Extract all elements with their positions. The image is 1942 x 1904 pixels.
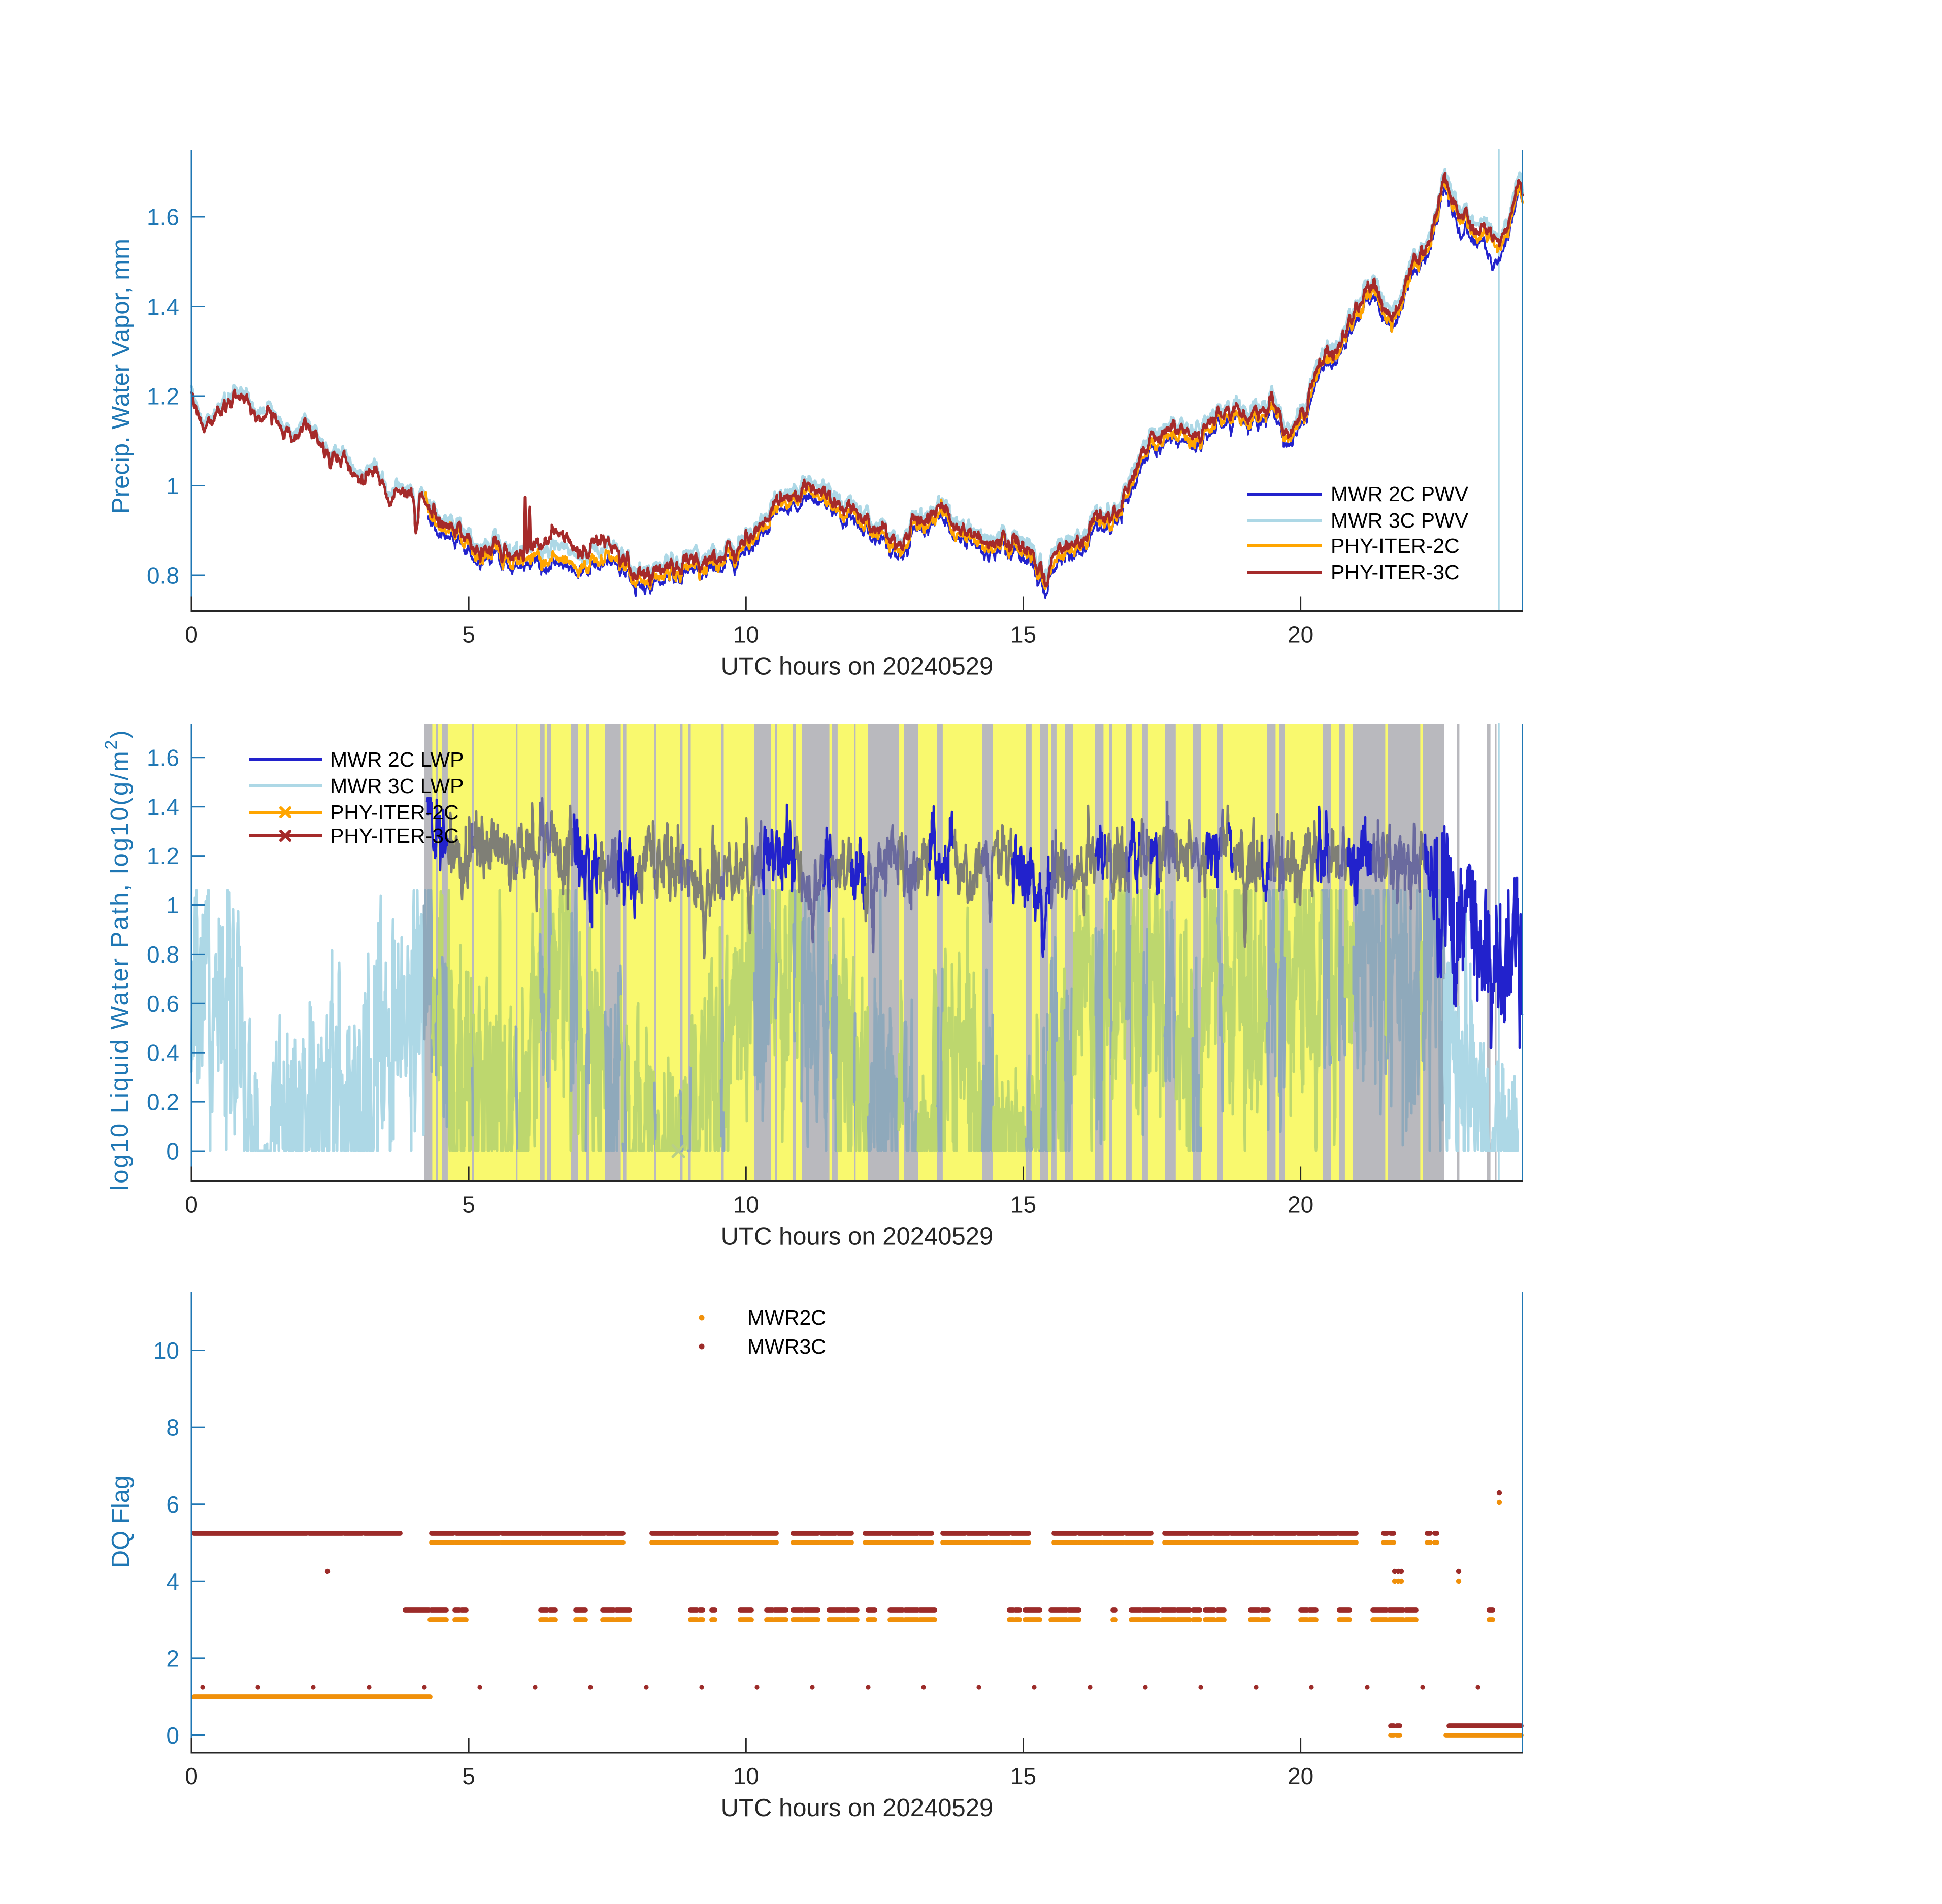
svg-text:UTC hours on 20240529: UTC hours on 20240529	[721, 1794, 994, 1822]
svg-text:5: 5	[462, 621, 475, 648]
svg-text:MWR 2C LWP: MWR 2C LWP	[330, 748, 464, 771]
svg-text:15: 15	[1010, 1192, 1036, 1218]
svg-text:10: 10	[733, 1192, 759, 1218]
svg-text:0: 0	[185, 1192, 198, 1218]
svg-text:UTC hours on 20240529: UTC hours on 20240529	[721, 1223, 994, 1251]
svg-text:10: 10	[733, 621, 759, 648]
svg-text:20: 20	[1288, 1192, 1313, 1218]
svg-text:10: 10	[733, 1763, 759, 1789]
svg-text:4: 4	[166, 1568, 179, 1595]
svg-text:0.8: 0.8	[147, 563, 179, 589]
svg-text:UTC hours on 20240529: UTC hours on 20240529	[721, 653, 994, 680]
svg-text:8: 8	[166, 1415, 179, 1441]
svg-text:1.4: 1.4	[147, 293, 179, 320]
svg-text:PHY-ITER-2C: PHY-ITER-2C	[330, 801, 459, 824]
svg-text:0.2: 0.2	[147, 1089, 179, 1115]
svg-text:10: 10	[153, 1337, 179, 1364]
svg-text:0: 0	[185, 621, 198, 648]
svg-text:MWR3C: MWR3C	[747, 1335, 826, 1358]
svg-text:PHY-ITER-3C: PHY-ITER-3C	[1331, 561, 1460, 584]
svg-text:Precip. Water Vapor, mm: Precip. Water Vapor, mm	[107, 239, 135, 514]
svg-text:15: 15	[1010, 1763, 1036, 1789]
svg-text:20: 20	[1288, 1763, 1313, 1789]
svg-text:1.2: 1.2	[147, 383, 179, 410]
svg-text:1.6: 1.6	[147, 744, 179, 771]
svg-text:0.6: 0.6	[147, 991, 179, 1017]
svg-text:MWR2C: MWR2C	[747, 1306, 826, 1329]
svg-text:PHY-ITER-3C: PHY-ITER-3C	[330, 824, 459, 847]
svg-text:0: 0	[185, 1763, 198, 1789]
svg-text:1: 1	[166, 892, 179, 918]
svg-text:20: 20	[1288, 621, 1313, 648]
svg-text:15: 15	[1010, 621, 1036, 648]
svg-text:5: 5	[462, 1763, 475, 1789]
svg-text:2: 2	[166, 1645, 179, 1671]
svg-text:1.2: 1.2	[147, 843, 179, 869]
svg-text:6: 6	[166, 1491, 179, 1518]
svg-text:DQ Flag: DQ Flag	[107, 1475, 135, 1568]
svg-text:MWR 3C LWP: MWR 3C LWP	[330, 774, 464, 798]
svg-text:0: 0	[166, 1138, 179, 1165]
svg-text:0: 0	[166, 1722, 179, 1749]
svg-text:MWR 2C PWV: MWR 2C PWV	[1331, 482, 1469, 506]
svg-text:1.6: 1.6	[147, 204, 179, 231]
svg-text:1: 1	[166, 473, 179, 499]
svg-text:log10 Liquid Water Path, log10: log10 Liquid Water Path, log10(g/m2)	[102, 729, 134, 1191]
svg-text:MWR 3C PWV: MWR 3C PWV	[1331, 509, 1469, 532]
svg-text:0.4: 0.4	[147, 1040, 179, 1066]
svg-text:5: 5	[462, 1192, 475, 1218]
svg-text:1.4: 1.4	[147, 794, 179, 820]
svg-text:0.8: 0.8	[147, 941, 179, 968]
svg-text:PHY-ITER-2C: PHY-ITER-2C	[1331, 534, 1460, 557]
